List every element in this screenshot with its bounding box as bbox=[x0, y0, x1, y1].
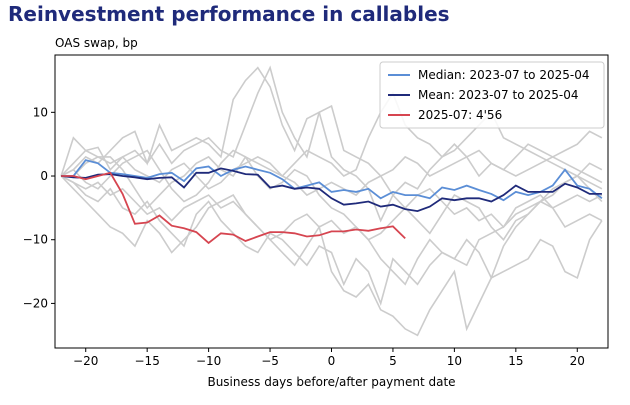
y-tick-label: 10 bbox=[33, 105, 48, 119]
background-series-line bbox=[60, 66, 603, 241]
x-tick-label: −20 bbox=[73, 354, 98, 368]
x-tick-label: 0 bbox=[328, 354, 336, 368]
y-tick-label: −20 bbox=[23, 296, 48, 310]
series-line-2 bbox=[61, 171, 406, 245]
y-tick-label: 0 bbox=[40, 169, 48, 183]
x-tick-label: 20 bbox=[570, 354, 585, 368]
legend-label-2: 2025-07: 4'56 bbox=[418, 108, 502, 122]
x-tick-label: −10 bbox=[196, 354, 221, 368]
x-tick-label: 15 bbox=[508, 354, 523, 368]
legend-label-1: Mean: 2023-07 to 2025-04 bbox=[418, 88, 579, 102]
legend-box bbox=[379, 61, 605, 129]
background-series-line bbox=[61, 91, 603, 210]
x-tick-label: −15 bbox=[135, 354, 160, 368]
x-axis-label: Business days before/after payment date bbox=[207, 375, 455, 389]
y-tick-label: −10 bbox=[23, 233, 48, 247]
series-line-1 bbox=[61, 167, 602, 213]
background-series-line bbox=[60, 175, 603, 306]
y-axis-label: OAS swap, bp bbox=[55, 36, 138, 50]
legend-label-0: Median: 2023-07 to 2025-04 bbox=[418, 68, 589, 82]
chart-title: Reinvestment performance in callables bbox=[8, 2, 450, 26]
x-tick-label: 5 bbox=[389, 354, 397, 368]
x-tick-label: −5 bbox=[261, 354, 279, 368]
background-series-line bbox=[60, 149, 603, 286]
series-line-0 bbox=[61, 159, 603, 202]
background-series-line bbox=[60, 175, 603, 337]
background-series-line bbox=[60, 175, 603, 241]
x-tick-label: 10 bbox=[447, 354, 462, 368]
